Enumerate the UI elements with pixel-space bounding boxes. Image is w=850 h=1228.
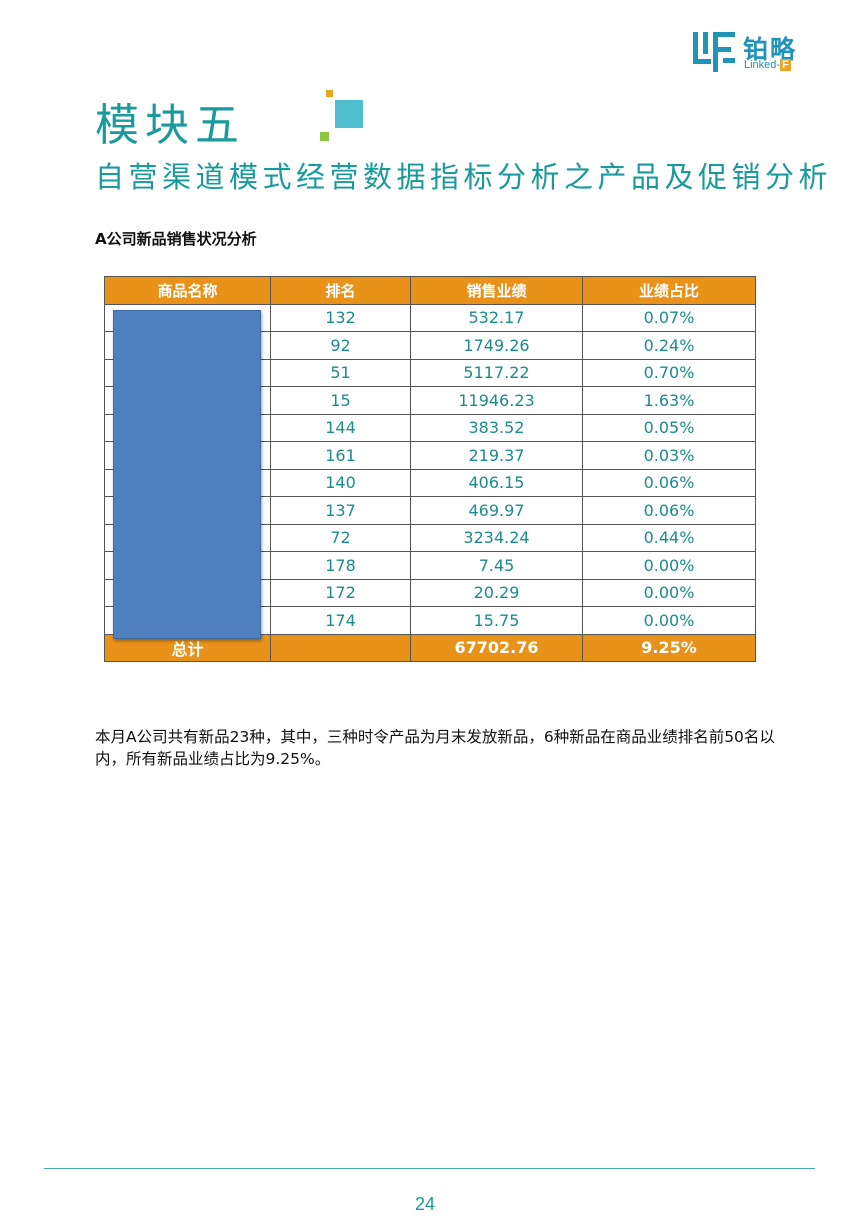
cell-rank: 51 bbox=[270, 358, 411, 387]
cell-sales: 7.45 bbox=[410, 551, 583, 580]
cell-share: 0.06% bbox=[582, 496, 756, 525]
cell-sales: 383.52 bbox=[410, 413, 583, 442]
cell-sales: 469.97 bbox=[410, 496, 583, 525]
header-product-name: 商品名称 bbox=[104, 276, 271, 305]
cell-rank: 132 bbox=[270, 303, 411, 332]
cell-sales: 11946.23 bbox=[410, 386, 583, 415]
cell-rank: 15 bbox=[270, 386, 411, 415]
decorative-squares-icon bbox=[320, 90, 363, 141]
cell-share: 0.70% bbox=[582, 358, 756, 387]
cell-sales: 20.29 bbox=[410, 578, 583, 607]
cell-rank: 137 bbox=[270, 496, 411, 525]
redaction-box bbox=[113, 310, 261, 639]
cell-sales: 3234.24 bbox=[410, 523, 583, 552]
cell-share: 0.05% bbox=[582, 413, 756, 442]
logo-english-text: Linked- F bbox=[744, 59, 791, 71]
cell-share: 0.03% bbox=[582, 441, 756, 470]
cell-rank: 72 bbox=[270, 523, 411, 552]
cell-share: 0.00% bbox=[582, 606, 756, 635]
table-total-row: 总计 67702.76 9.25% bbox=[104, 633, 756, 662]
cell-sales: 1749.26 bbox=[410, 331, 583, 360]
cell-share: 1.63% bbox=[582, 386, 756, 415]
cell-rank: 172 bbox=[270, 578, 411, 607]
cell-rank: 174 bbox=[270, 606, 411, 635]
header-rank: 排名 bbox=[270, 276, 411, 305]
cell-share: 0.06% bbox=[582, 468, 756, 497]
cell-sales: 5117.22 bbox=[410, 358, 583, 387]
page-subtitle: 自营渠道模式经营数据指标分析之产品及促销分析 bbox=[95, 160, 833, 194]
total-sales: 67702.76 bbox=[410, 633, 583, 662]
cell-rank: 144 bbox=[270, 413, 411, 442]
cell-sales: 15.75 bbox=[410, 606, 583, 635]
cell-share: 0.24% bbox=[582, 331, 756, 360]
header-sales: 销售业绩 bbox=[410, 276, 583, 305]
total-share: 9.25% bbox=[582, 633, 756, 662]
cell-rank: 140 bbox=[270, 468, 411, 497]
cell-sales: 406.15 bbox=[410, 468, 583, 497]
summary-paragraph: 本月A公司共有新品23种，其中，三种时令产品为月末发放新品，6种新品在商品业绩排… bbox=[95, 728, 775, 768]
footer-divider bbox=[44, 1168, 815, 1169]
header-share: 业绩占比 bbox=[582, 276, 756, 305]
cell-share: 0.00% bbox=[582, 578, 756, 607]
page-number: 24 bbox=[414, 1194, 436, 1214]
table-header-row: 商品名称 排名 销售业绩 业绩占比 bbox=[104, 276, 756, 305]
company-logo: 铂略 Linked- F bbox=[693, 30, 813, 72]
cell-rank: 161 bbox=[270, 441, 411, 470]
module-title: 模块五 bbox=[95, 100, 245, 151]
cell-rank: 92 bbox=[270, 331, 411, 360]
cell-share: 0.07% bbox=[582, 303, 756, 332]
total-rank bbox=[270, 633, 411, 662]
cell-sales: 219.37 bbox=[410, 441, 583, 470]
cell-share: 0.00% bbox=[582, 551, 756, 580]
cell-share: 0.44% bbox=[582, 523, 756, 552]
cell-sales: 532.17 bbox=[410, 303, 583, 332]
cell-rank: 178 bbox=[270, 551, 411, 580]
logo-mark-icon bbox=[693, 32, 735, 72]
section-heading: A公司新品销售状况分析 bbox=[95, 230, 257, 248]
